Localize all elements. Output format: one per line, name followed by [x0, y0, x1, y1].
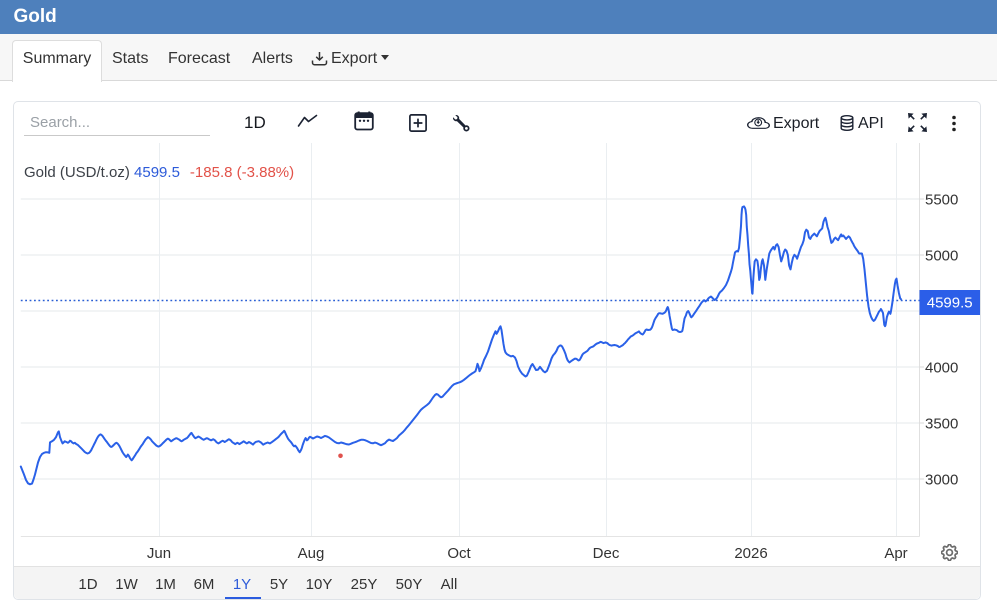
svg-text:Apr: Apr [884, 545, 907, 562]
svg-text:2026: 2026 [734, 545, 767, 562]
svg-text:4000: 4000 [925, 360, 958, 377]
svg-text:Jun: Jun [147, 545, 171, 562]
svg-text:3000: 3000 [925, 472, 958, 489]
svg-text:Oct: Oct [447, 545, 471, 562]
svg-text:5500: 5500 [925, 192, 958, 209]
svg-text:5000: 5000 [925, 248, 958, 265]
svg-text:Aug: Aug [298, 545, 325, 562]
svg-text:3500: 3500 [925, 416, 958, 433]
svg-text:Dec: Dec [593, 545, 620, 562]
svg-text:4599.5: 4599.5 [927, 295, 973, 312]
